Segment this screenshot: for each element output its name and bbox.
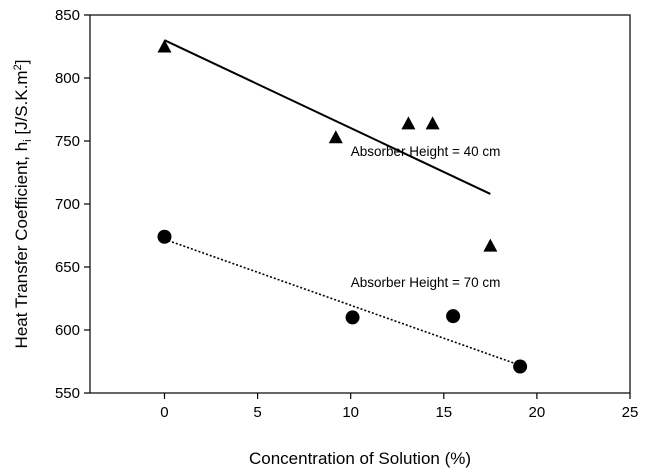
y-axis-title-superscript: 2 (12, 64, 24, 70)
data-markers (157, 39, 528, 374)
x-tick-label: 5 (253, 404, 261, 421)
circle-marker (446, 309, 461, 324)
y-tick-label: 850 (55, 7, 80, 24)
y-tick-label: 800 (55, 70, 80, 87)
triangle-series-trendline (164, 39, 491, 195)
triangle-marker (425, 116, 440, 130)
triangle-marker (401, 116, 416, 130)
y-axis-title-main: Heat Transfer Coefficient, h (12, 142, 31, 349)
plot-frame (89, 14, 631, 394)
y-tick-label: 750 (55, 133, 80, 150)
series-annotation: Absorber Height = 70 cm (351, 275, 501, 290)
y-axis-title: Heat Transfer Coefficient, hi [J/S.K.m2] (12, 60, 34, 349)
y-axis-title-subscript: i (22, 139, 34, 141)
y-tick-label: 700 (55, 196, 80, 213)
x-tick-label: 0 (160, 404, 168, 421)
circle-marker (345, 310, 360, 325)
circle-marker (157, 229, 172, 244)
series-annotation: Absorber Height = 40 cm (351, 144, 501, 159)
triangle-marker (483, 238, 498, 252)
x-axis-title: Concentration of Solution (%) (249, 449, 471, 468)
circle-series-trendline (164, 238, 521, 367)
y-axis-title-close: ] (12, 60, 31, 65)
y-tick-label: 650 (55, 259, 80, 276)
x-axis-ticks: 0 5 10 15 20 25 (160, 393, 638, 421)
triangle-marker (328, 130, 343, 144)
y-axis-title-unit: [J/S.K.m (12, 70, 31, 139)
triangle-marker (157, 39, 172, 53)
circle-marker (513, 359, 528, 374)
y-tick-label: 600 (55, 322, 80, 339)
y-axis-ticks: 550 600 650 700 750 800 850 (55, 7, 90, 402)
x-tick-label: 20 (529, 404, 546, 421)
annotations: Absorber Height = 40 cm Absorber Height =… (351, 144, 501, 290)
x-tick-label: 15 (435, 404, 452, 421)
y-tick-label: 550 (55, 385, 80, 402)
x-tick-label: 10 (342, 404, 359, 421)
x-tick-label: 25 (622, 404, 639, 421)
trendlines (164, 39, 521, 367)
